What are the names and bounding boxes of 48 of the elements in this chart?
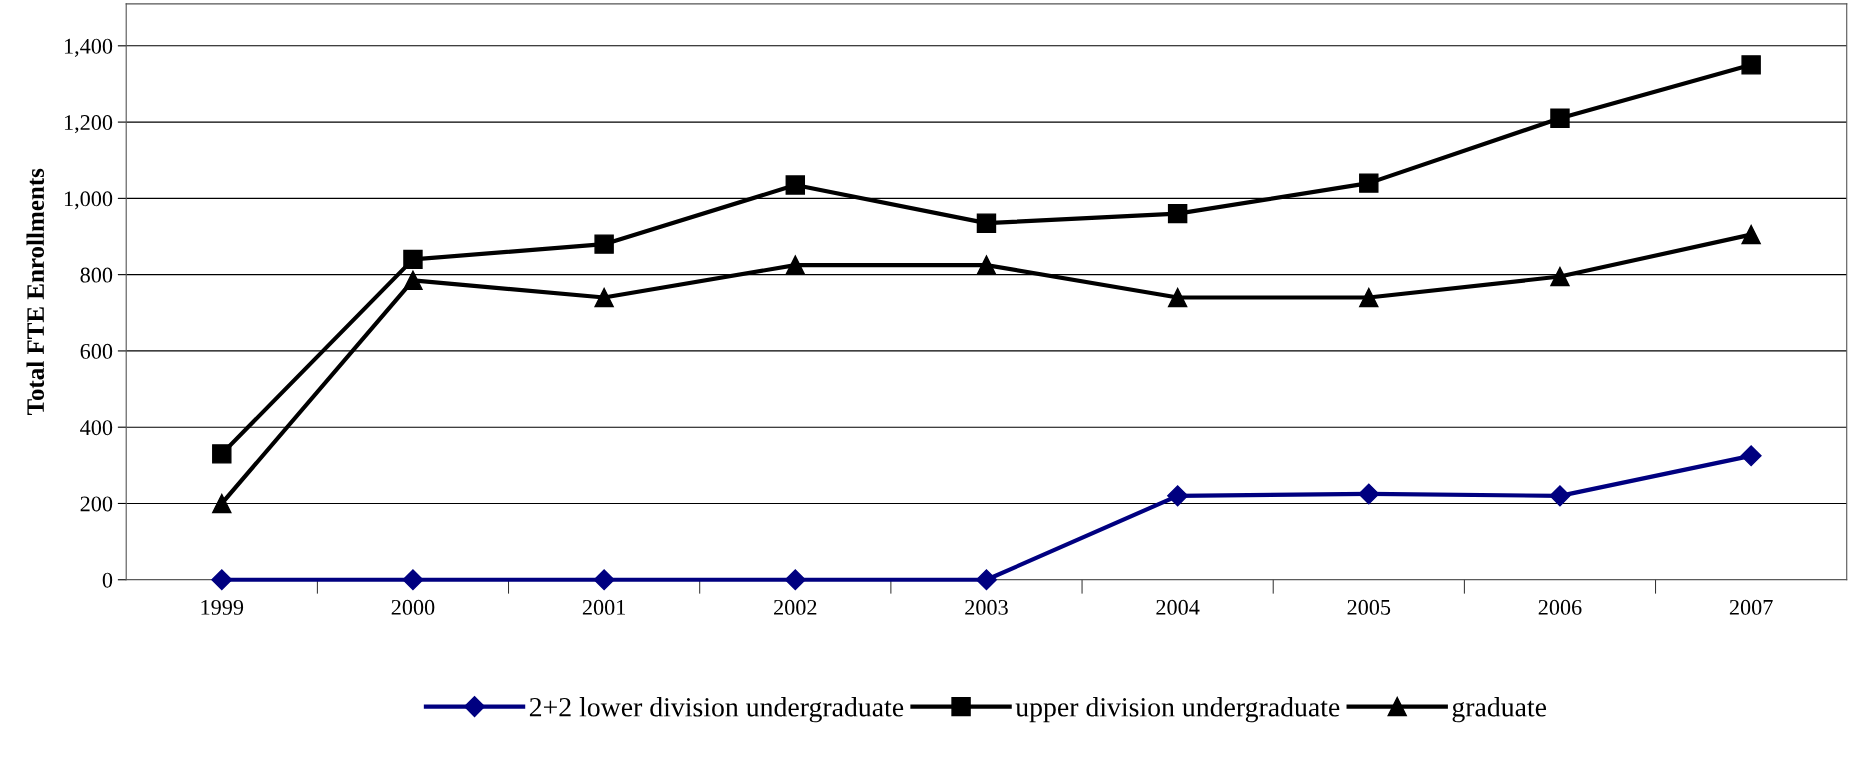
x-tick-label: 2001 <box>582 599 626 615</box>
x-tick-label: 2006 <box>1538 599 1582 615</box>
point <box>1359 287 1379 308</box>
point <box>1741 55 1761 75</box>
point <box>403 249 423 270</box>
y-tick-label: 200 <box>80 496 113 512</box>
point <box>976 213 997 233</box>
point <box>1741 224 1761 245</box>
point <box>785 175 806 195</box>
legend-label: graduate <box>1452 697 1547 723</box>
x-tick-label: 1999 <box>201 599 244 615</box>
point <box>1359 173 1379 193</box>
x-tick-label: 2000 <box>391 599 435 615</box>
point <box>1167 287 1188 308</box>
x-tick-label: 2003 <box>965 599 1008 615</box>
point <box>403 270 423 291</box>
point <box>1550 266 1570 287</box>
y-tick-label: 0 <box>102 572 113 588</box>
x-tick-label: 2004 <box>1156 599 1200 615</box>
point <box>784 569 806 591</box>
point <box>1549 485 1571 507</box>
x-tick-label: 2005 <box>1347 599 1391 615</box>
legend-label: 2+2 lower division undergraduate <box>529 697 904 723</box>
point <box>594 287 614 308</box>
point <box>594 234 614 254</box>
y-tick-label: 1,400 <box>64 38 113 57</box>
point <box>1740 445 1762 467</box>
y-tick-label: 1,000 <box>64 191 113 210</box>
x-tick-label: 2007 <box>1729 599 1773 615</box>
point <box>1358 483 1380 505</box>
point <box>402 569 424 591</box>
legend-label: upper division undergraduate <box>1015 697 1340 723</box>
point <box>212 493 232 514</box>
point <box>976 255 997 275</box>
point <box>785 255 806 275</box>
point <box>593 569 615 591</box>
y-tick-label: 400 <box>80 420 113 436</box>
x-tick-label: 2002 <box>774 599 817 615</box>
point <box>212 444 232 464</box>
point <box>975 569 997 591</box>
point <box>1550 108 1570 129</box>
y-axis-title: Total FTE Enrollments <box>26 168 45 416</box>
y-tick-label: 600 <box>80 343 113 359</box>
y-tick-label: 800 <box>80 267 113 283</box>
point <box>211 569 233 591</box>
y-tick-label: 1,200 <box>64 115 113 134</box>
point <box>1167 485 1189 507</box>
point <box>1167 203 1188 224</box>
